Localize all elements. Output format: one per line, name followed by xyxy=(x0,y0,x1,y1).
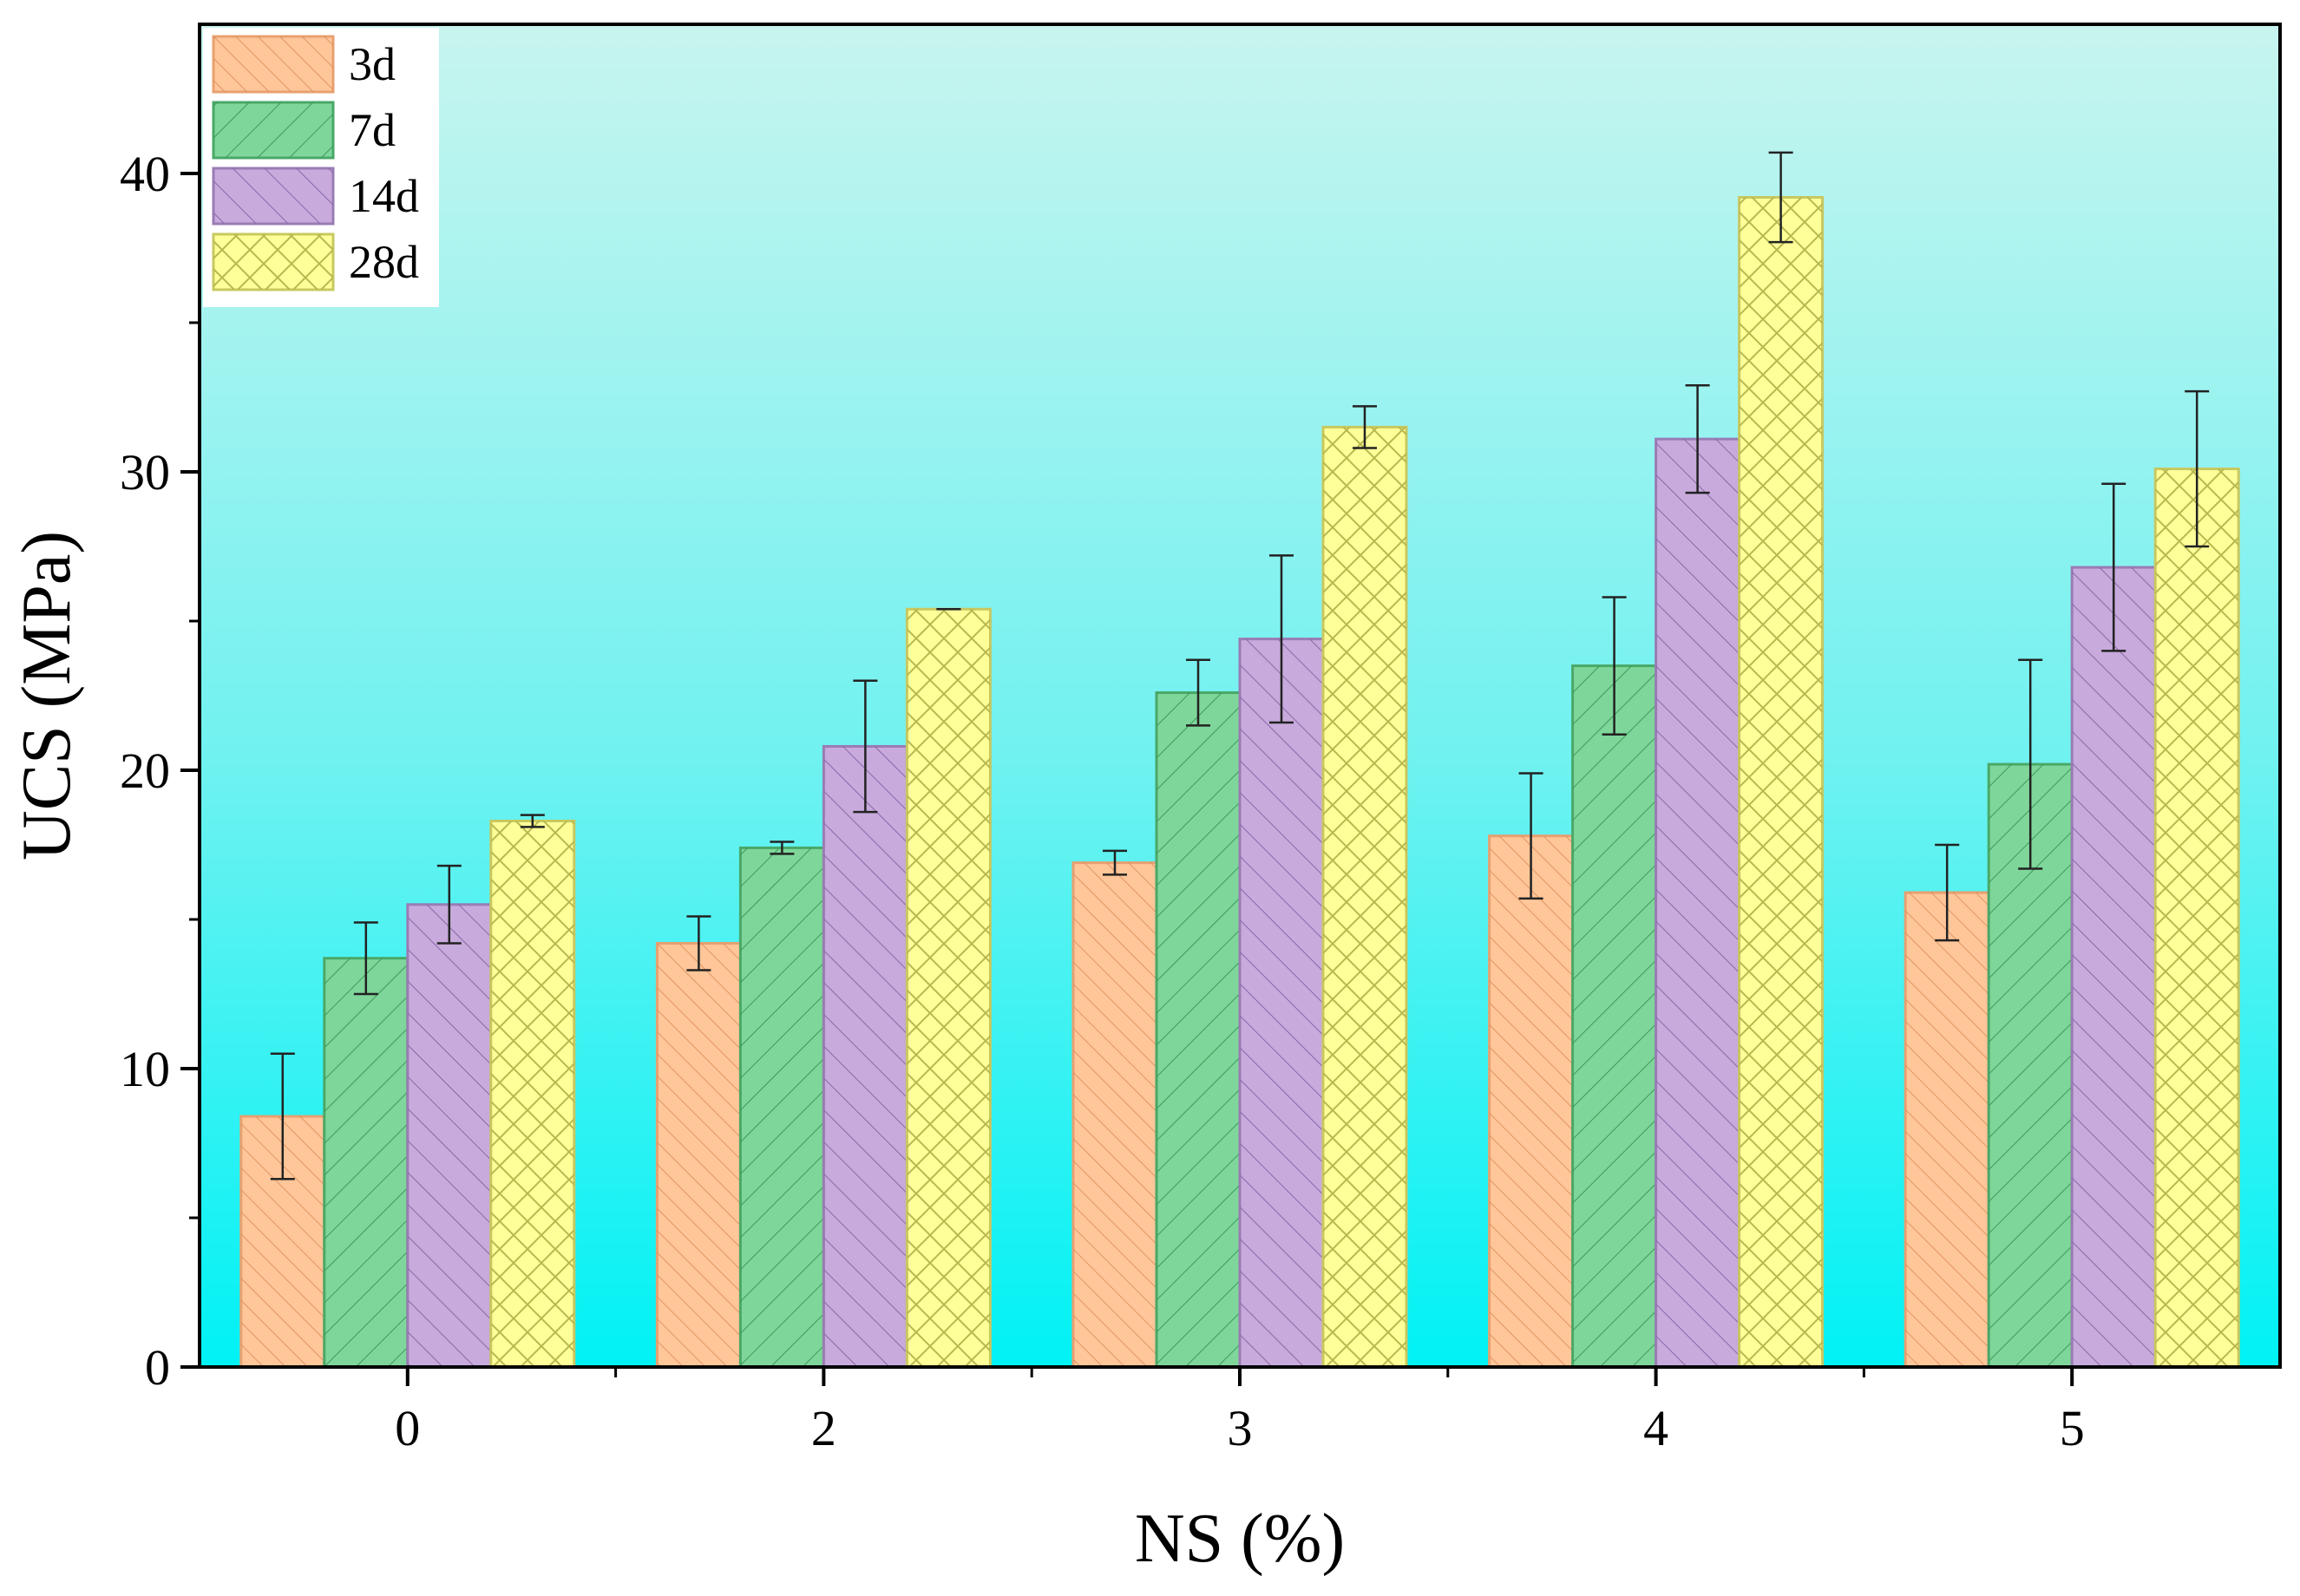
bars-layer xyxy=(239,196,2240,1369)
y-tick-label-10: 10 xyxy=(120,1041,170,1097)
x-tick-label-5: 5 xyxy=(2060,1400,2085,1456)
bar-14d-ns-3-hatch xyxy=(1240,638,1323,1367)
legend-swatch-hatch-14d xyxy=(213,168,333,224)
legend-label-7d: 7d xyxy=(349,104,396,156)
error-bar-28d-ns-5 xyxy=(2185,389,2210,548)
error-bar-7d-ns-0 xyxy=(353,921,378,996)
legend-swatch-hatch-7d xyxy=(213,102,333,158)
error-bar-14d-ns-0 xyxy=(436,864,462,945)
bar-3d-ns-3-hatch xyxy=(1073,862,1157,1367)
bar-14d-ns-2-hatch xyxy=(823,746,908,1367)
bar-28d-ns-3-hatch xyxy=(1323,427,1406,1367)
y-tick-label-20: 20 xyxy=(120,742,170,799)
bar-7d-ns-0-hatch xyxy=(324,958,408,1367)
legend-label-3d: 3d xyxy=(349,38,396,90)
bar-14d-ns-5-hatch xyxy=(2072,567,2156,1367)
legend-label-28d: 28d xyxy=(349,236,419,288)
ticks-layer: 0 2 3 4 5 0 10 20 30 40 xyxy=(120,146,2085,1456)
error-bar-7d-ns-4 xyxy=(1602,596,1627,736)
bar-7d-ns-4-hatch xyxy=(1572,665,1656,1367)
y-axis-title: UCS (MPa) xyxy=(9,531,85,860)
legend-swatch-hatch-28d xyxy=(213,234,333,290)
legend-swatch-hatch-3d xyxy=(213,36,333,92)
bar-3d-ns-5-hatch xyxy=(1905,893,1989,1367)
x-axis-title: NS (%) xyxy=(1135,1501,1345,1577)
error-bar-3d-ns-4 xyxy=(1518,772,1543,900)
y-tick-label-0: 0 xyxy=(145,1339,170,1396)
x-tick-label-0: 0 xyxy=(395,1400,420,1456)
bar-7d-ns-3-hatch xyxy=(1157,692,1240,1367)
y-tick-label-30: 30 xyxy=(120,444,170,500)
bar-14d-ns-4-hatch xyxy=(1655,439,1740,1367)
error-bar-3d-ns-3 xyxy=(1103,849,1127,876)
error-bar-7d-ns-3 xyxy=(1186,658,1210,727)
error-bar-14d-ns-5 xyxy=(2101,482,2126,652)
bar-28d-ns-5-hatch xyxy=(2155,468,2239,1367)
error-bar-28d-ns-4 xyxy=(1768,151,1793,244)
bar-14d-ns-0-hatch xyxy=(407,904,491,1367)
bar-28d-ns-4-hatch xyxy=(1739,197,1823,1367)
bar-3d-ns-2-hatch xyxy=(657,943,741,1367)
error-bar-3d-ns-0 xyxy=(270,1052,295,1181)
error-bar-7d-ns-5 xyxy=(2018,658,2043,870)
x-tick-label-3: 3 xyxy=(1228,1400,1253,1456)
error-bar-28d-ns-3 xyxy=(1353,405,1377,449)
error-bar-3d-ns-2 xyxy=(686,915,711,971)
legend: 3d 7d 14d 28d xyxy=(203,28,439,307)
bar-28d-ns-2-hatch xyxy=(907,609,991,1367)
error-bar-7d-ns-2 xyxy=(770,841,795,855)
legend-label-14d: 14d xyxy=(349,170,419,222)
legend-item-3d: 3d xyxy=(212,35,396,94)
legend-item-28d: 28d xyxy=(212,232,419,291)
bar-3d-ns-4-hatch xyxy=(1489,835,1573,1367)
error-bar-14d-ns-3 xyxy=(1269,554,1294,724)
error-bar-14d-ns-2 xyxy=(853,679,878,814)
legend-item-14d: 14d xyxy=(212,167,419,226)
x-tick-label-2: 2 xyxy=(811,1400,836,1456)
error-bars-layer xyxy=(270,151,2210,1181)
bar-28d-ns-0-hatch xyxy=(490,821,574,1367)
error-bar-28d-ns-0 xyxy=(520,814,545,828)
error-bar-14d-ns-4 xyxy=(1685,383,1710,494)
x-tick-label-4: 4 xyxy=(1643,1400,1668,1456)
y-tick-label-40: 40 xyxy=(120,146,170,202)
bar-7d-ns-2-hatch xyxy=(740,847,824,1367)
error-bar-3d-ns-5 xyxy=(1935,843,1960,942)
legend-item-7d: 7d xyxy=(212,101,396,160)
